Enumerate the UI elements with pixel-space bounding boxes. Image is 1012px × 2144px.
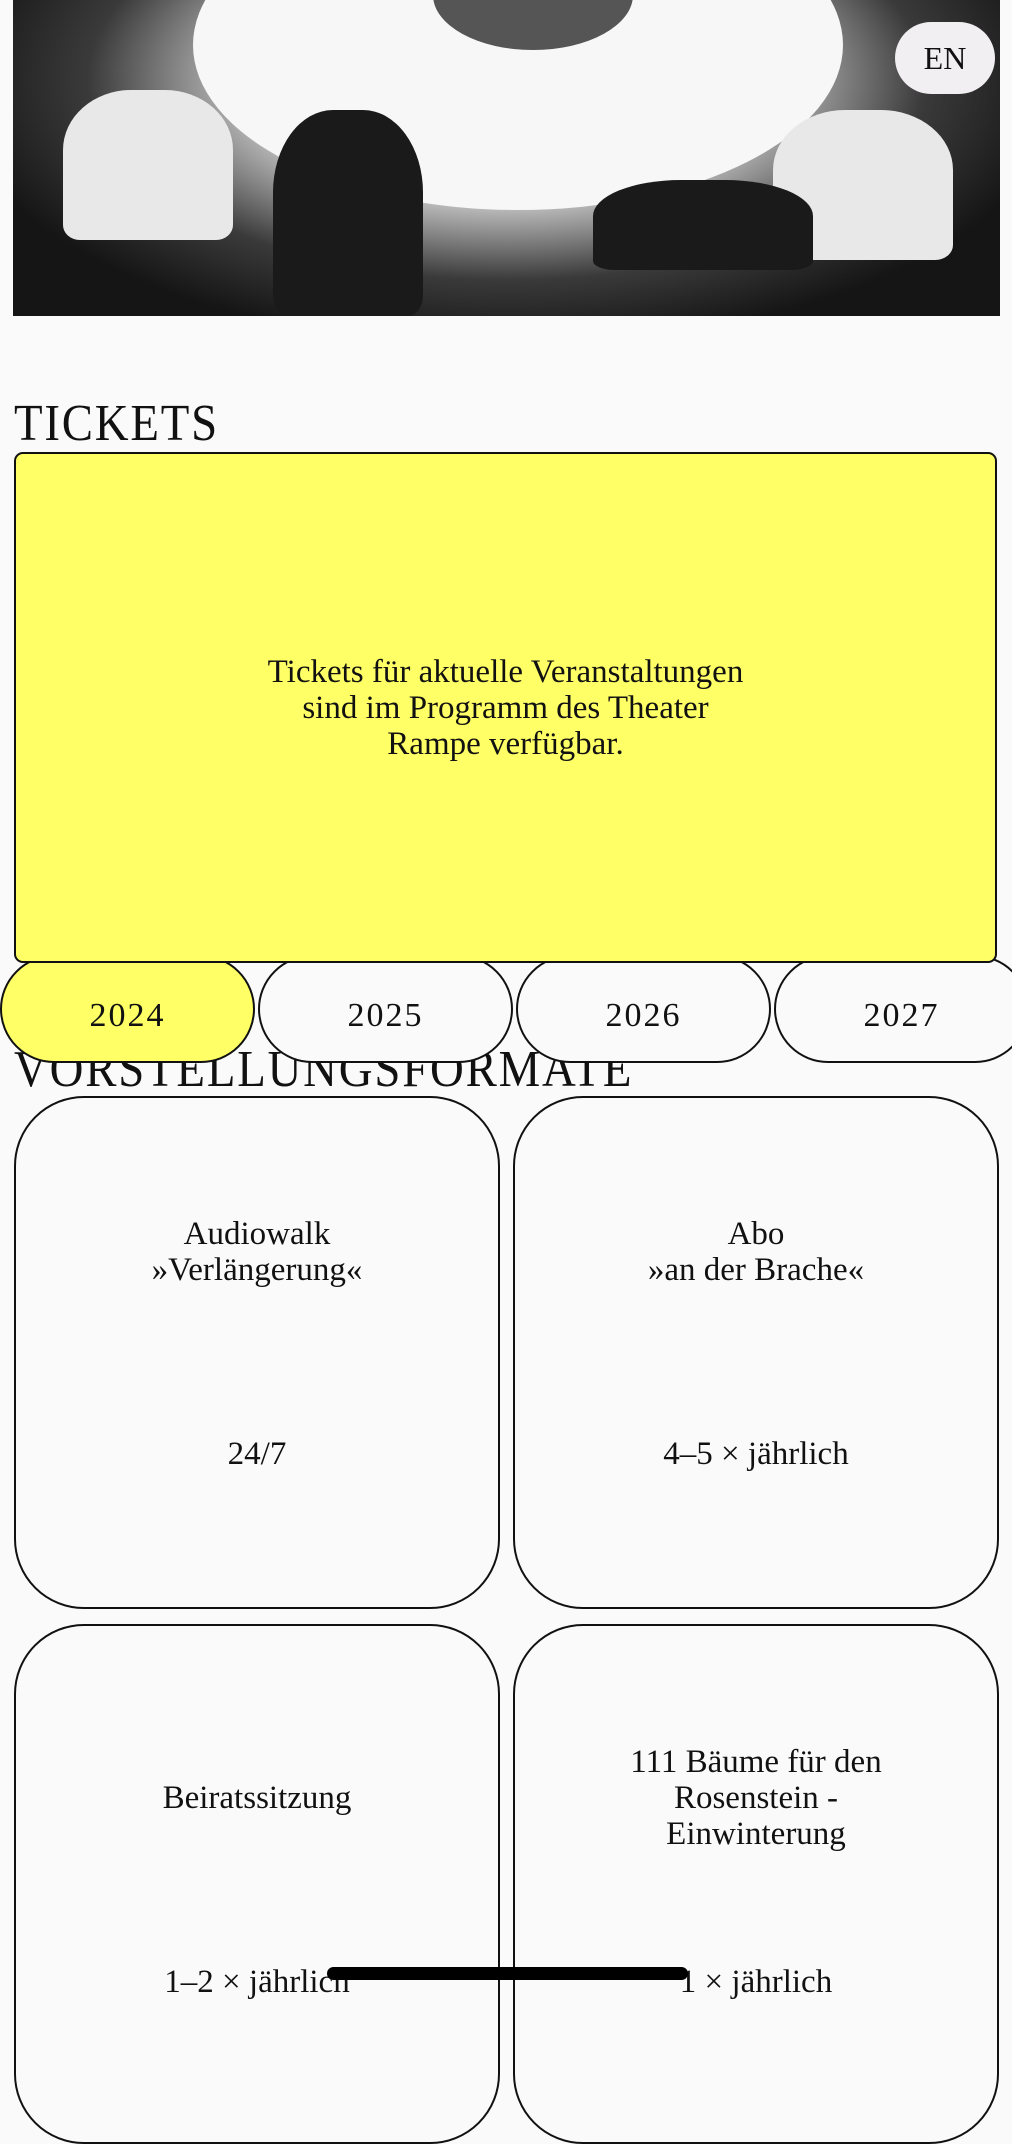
card-title: Abo — [727, 1216, 785, 1252]
card-title: 111 Bäume für den Rosenstein - Einwinter… — [630, 1744, 882, 1852]
card-title: Beiratssitzung — [162, 1780, 352, 1816]
format-card-baeume[interactable]: 111 Bäume für den Rosenstein - Einwinter… — [513, 1624, 999, 2144]
year-tab-2024[interactable]: 2024 — [0, 955, 255, 1063]
tickets-heading: TICKETS — [14, 395, 219, 452]
format-card-beiratssitzung[interactable]: Beiratssitzung 1–2 × jährlich — [14, 1624, 500, 2144]
year-tab-2025[interactable]: 2025 — [258, 955, 513, 1063]
photo-person — [63, 90, 233, 240]
tickets-message: Tickets für aktuelle Veranstaltungen sin… — [267, 653, 744, 762]
card-frequency: 24/7 — [227, 1436, 287, 1472]
home-indicator[interactable] — [327, 1967, 688, 1980]
year-tab-2026[interactable]: 2026 — [516, 955, 771, 1063]
format-card-abo[interactable]: Abo »an der Brache« 4–5 × jährlich — [513, 1096, 999, 1609]
card-frequency: 1–2 × jährlich — [164, 1964, 350, 2000]
hero-photo — [13, 0, 1000, 316]
tickets-info-box: Tickets für aktuelle Veranstaltungen sin… — [14, 452, 997, 963]
card-subtitle: »Verlängerung« — [151, 1252, 363, 1288]
card-frequency: 1 × jährlich — [679, 1964, 833, 2000]
card-frequency: 4–5 × jährlich — [663, 1436, 849, 1472]
card-title: Audiowalk — [183, 1216, 331, 1252]
photo-person — [593, 180, 813, 270]
card-subtitle: »an der Brache« — [647, 1252, 865, 1288]
language-switch-button[interactable]: EN — [895, 22, 995, 94]
year-tabs: 2024 2025 2026 2027 — [0, 955, 1012, 1065]
photo-person — [273, 110, 423, 316]
year-tab-2027[interactable]: 2027 — [774, 955, 1012, 1063]
format-card-audiowalk[interactable]: Audiowalk »Verlängerung« 24/7 — [14, 1096, 500, 1609]
